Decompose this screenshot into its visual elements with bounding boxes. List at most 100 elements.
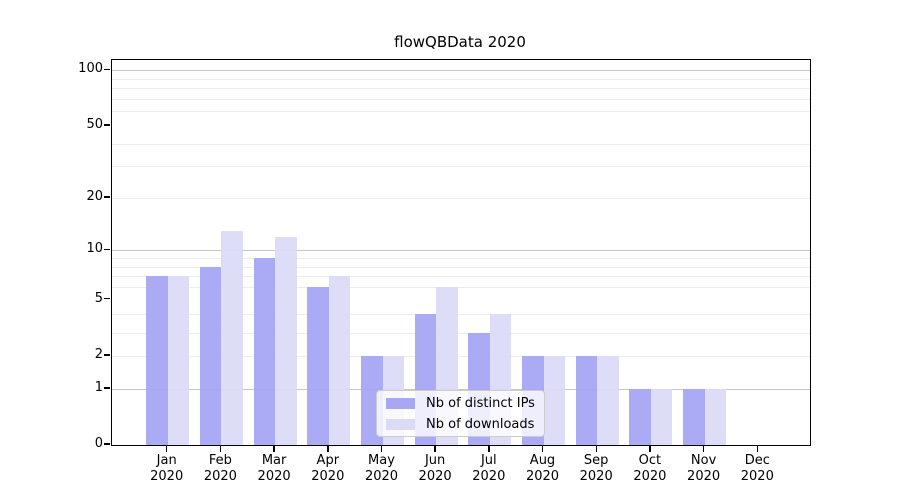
x-tick-label: Apr 2020 <box>296 453 360 485</box>
x-tick-label: Jun 2020 <box>403 453 467 485</box>
x-tick-mark <box>273 445 275 452</box>
x-tick-year: 2020 <box>687 469 721 484</box>
minor-gridline <box>112 88 810 90</box>
x-tick-mark <box>327 445 329 452</box>
x-tick-mark <box>165 445 168 452</box>
x-tick-label: Feb 2020 <box>188 453 252 485</box>
bar-apr-series1 <box>328 276 351 445</box>
bar-sep-series1 <box>597 355 619 445</box>
x-tick-year: 2020 <box>311 469 345 484</box>
bar-oct-series0 <box>629 388 651 445</box>
x-tick-month: Oct <box>638 453 662 468</box>
y-tick-mark <box>104 354 110 356</box>
minor-gridline <box>112 197 810 199</box>
x-tick-month: May <box>368 453 395 468</box>
x-tick-month: Mar <box>261 453 287 468</box>
minor-gridline <box>112 111 810 113</box>
major-gridline <box>112 70 810 72</box>
minor-gridline <box>112 143 810 145</box>
x-tick-mark <box>649 445 651 452</box>
major-gridline <box>112 388 810 390</box>
x-tick-label: Nov 2020 <box>672 453 736 485</box>
x-tick-year: 2020 <box>150 469 184 484</box>
x-tick-mark <box>488 445 490 452</box>
bar-aug-series1 <box>543 355 565 445</box>
y-tick-mark <box>104 297 110 300</box>
x-tick-month: Jun <box>424 453 446 468</box>
legend: Nb of distinct IPs Nb of downloads <box>376 390 545 437</box>
x-tick-year: 2020 <box>740 469 774 484</box>
x-tick-mark <box>595 445 597 452</box>
bar-jan-series1 <box>167 276 190 445</box>
plot-area: Nb of distinct IPs Nb of downloads <box>111 59 811 446</box>
legend-item-0: Nb of distinct IPs <box>386 396 544 411</box>
y-tick-label: 50 <box>86 116 103 132</box>
x-tick-year: 2020 <box>364 469 399 484</box>
x-tick-month: Aug <box>529 453 556 468</box>
x-tick-year: 2020 <box>525 469 560 484</box>
x-tick-mark <box>541 445 544 452</box>
x-tick-year: 2020 <box>472 469 506 484</box>
x-tick-mark <box>219 445 222 452</box>
bar-nov-series0 <box>683 388 705 445</box>
minor-gridline <box>112 258 810 260</box>
legend-swatch-icon <box>386 397 415 409</box>
minor-gridline <box>112 166 810 168</box>
x-tick-month: Dec <box>744 453 770 468</box>
minor-gridline <box>112 99 810 100</box>
x-tick-label: Oct 2020 <box>618 453 682 485</box>
x-tick-month: Sep <box>583 453 609 468</box>
y-tick-label: 10 <box>86 241 103 257</box>
x-tick-mark <box>380 445 383 452</box>
x-tick-month: Feb <box>208 453 232 468</box>
x-tick-month: Jul <box>480 453 497 468</box>
y-tick-mark <box>104 248 110 251</box>
major-gridline <box>112 250 810 252</box>
x-tick-label: Jan 2020 <box>135 453 199 485</box>
x-tick-mark <box>434 445 436 452</box>
x-tick-year: 2020 <box>203 469 237 484</box>
legend-swatch-icon <box>386 418 415 430</box>
x-tick-month: Jan <box>156 453 177 468</box>
bar-feb-series1 <box>221 230 243 445</box>
y-tick-mark <box>104 387 110 389</box>
minor-gridline <box>112 276 810 278</box>
x-tick-year: 2020 <box>418 469 452 484</box>
y-tick-label: 2 <box>94 346 103 362</box>
y-tick-label: 100 <box>78 61 103 77</box>
x-tick-month: Apr <box>316 453 340 468</box>
x-tick-year: 2020 <box>633 469 667 484</box>
y-tick-mark <box>104 443 110 445</box>
y-tick-label: 20 <box>86 188 103 204</box>
bar-mar-series0 <box>253 258 276 445</box>
legend-item-1: Nb of downloads <box>386 417 544 432</box>
x-tick-label: Dec 2020 <box>725 453 789 485</box>
bar-feb-series0 <box>199 266 222 445</box>
minor-gridline <box>112 78 810 80</box>
minor-gridline <box>112 287 810 289</box>
x-tick-year: 2020 <box>257 469 291 484</box>
bar-nov-series1 <box>704 388 727 445</box>
minor-gridline <box>112 355 810 357</box>
bar-sep-series0 <box>575 355 598 445</box>
x-tick-label: May 2020 <box>350 453 414 485</box>
x-tick-label: Jul 2020 <box>457 453 521 485</box>
legend-label: Nb of distinct IPs <box>426 395 535 411</box>
x-tick-mark <box>702 445 705 452</box>
y-tick-label: 1 <box>94 379 103 395</box>
chart-title: flowQBData 2020 <box>394 33 526 51</box>
bar-jan-series0 <box>146 276 168 445</box>
x-tick-year: 2020 <box>579 469 613 484</box>
x-tick-mark <box>756 445 758 452</box>
legend-label: Nb of downloads <box>426 416 535 432</box>
x-tick-month: Nov <box>690 453 717 468</box>
x-tick-label: Mar 2020 <box>242 453 306 485</box>
x-tick-label: Aug 2020 <box>511 453 575 485</box>
y-tick-label: 0 <box>94 436 103 451</box>
y-tick-mark <box>104 196 110 198</box>
minor-gridline <box>112 332 810 334</box>
minor-gridline <box>112 314 810 316</box>
bar-oct-series1 <box>650 388 673 445</box>
y-tick-label: 5 <box>94 290 103 306</box>
